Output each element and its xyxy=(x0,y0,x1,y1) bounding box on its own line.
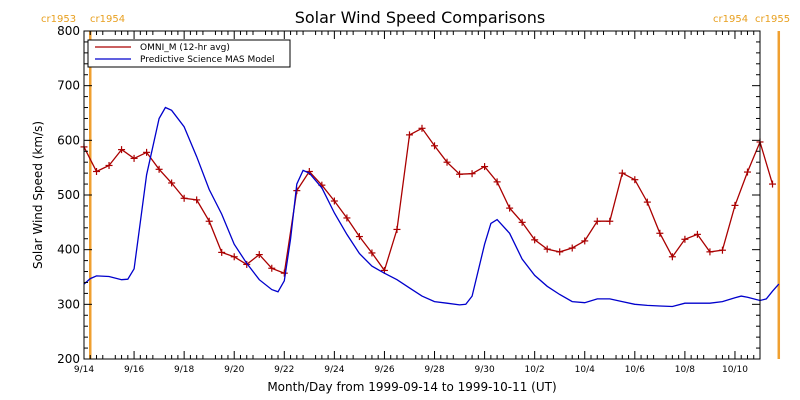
cr-label-right-1: cr1954 xyxy=(90,14,125,25)
data-point xyxy=(493,178,501,186)
x-tick-label: 10/6 xyxy=(625,365,645,375)
series-line-1 xyxy=(83,106,780,308)
x-tick-label: 9/18 xyxy=(174,365,194,375)
y-tick-label: 400 xyxy=(57,243,80,257)
legend-box xyxy=(87,39,291,68)
y-tick-label: 700 xyxy=(57,79,80,93)
legend-label-mas: Predictive Science MAS Model xyxy=(140,55,275,65)
data-point xyxy=(681,235,689,243)
data-point xyxy=(118,146,126,154)
x-axis: 9/14 9/16 9/18 9/20 9/22 9/24 9/26 9/28 9/30 10/2… xyxy=(74,31,755,375)
plot-frame xyxy=(83,30,761,360)
data-point xyxy=(643,198,651,206)
data-point xyxy=(468,170,476,178)
cr-label-left-1: cr1953 xyxy=(41,14,76,25)
x-tick-label: 9/30 xyxy=(474,365,494,375)
x-tick-label: 10/8 xyxy=(675,365,695,375)
legend-label-omni: OMNI_M (12-hr avg) xyxy=(140,43,230,53)
data-point xyxy=(531,236,539,244)
data-point xyxy=(618,169,626,177)
data-point xyxy=(193,196,201,204)
data-point xyxy=(368,249,376,257)
data-point xyxy=(693,230,701,238)
data-point xyxy=(155,165,163,173)
data-point xyxy=(706,248,714,256)
data-point xyxy=(668,253,676,261)
x-tick-label: 9/28 xyxy=(424,365,444,375)
data-point xyxy=(581,237,589,245)
data-point xyxy=(431,142,439,150)
x-tick-label: 9/14 xyxy=(74,365,94,375)
y-tick-label: 200 xyxy=(57,352,80,366)
data-point xyxy=(218,248,226,256)
x-tick-label: 9/24 xyxy=(324,365,344,375)
x-tick-label: 9/20 xyxy=(224,365,244,375)
x-tick-label: 10/2 xyxy=(525,365,545,375)
x-tick-label: 10/4 xyxy=(575,365,595,375)
series-line-0 xyxy=(83,127,774,275)
data-point xyxy=(593,217,601,225)
data-point xyxy=(631,176,639,184)
y-axis: 200 300 400 500 600 700 800 xyxy=(57,24,760,366)
y-tick-label: 300 xyxy=(57,297,80,311)
data-point xyxy=(556,248,564,256)
data-point xyxy=(280,269,288,277)
data-point xyxy=(243,260,251,268)
data-point xyxy=(393,225,401,233)
data-point xyxy=(418,124,426,132)
y-tick-label: 800 xyxy=(57,24,80,38)
data-point xyxy=(518,218,526,226)
data-point xyxy=(606,217,614,225)
x-tick-label: 9/16 xyxy=(124,365,144,375)
data-point xyxy=(343,214,351,222)
data-point xyxy=(456,170,464,178)
data-point xyxy=(143,148,151,156)
y-tick-label: 600 xyxy=(57,133,80,147)
x-tick-label: 10/10 xyxy=(722,365,748,375)
data-point xyxy=(105,161,113,169)
data-point xyxy=(255,251,263,259)
data-point xyxy=(405,131,413,139)
x-tick-label: 9/22 xyxy=(274,365,294,375)
y-axis-label: Solar Wind Speed (km/s) xyxy=(31,121,45,269)
cr-label-right-2: cr1955 xyxy=(755,14,790,25)
plot-area xyxy=(80,31,781,359)
x-tick-label: 9/26 xyxy=(374,365,394,375)
data-point xyxy=(168,179,176,187)
data-point xyxy=(731,201,739,209)
cr-label-left-2: cr1954 xyxy=(713,14,748,25)
legend: OMNI_M (12-hr avg) Predictive Science MA… xyxy=(87,39,291,68)
data-point xyxy=(506,204,514,212)
y-tick-label: 500 xyxy=(57,188,80,202)
data-point xyxy=(268,264,276,272)
data-point xyxy=(330,197,338,205)
data-point xyxy=(568,244,576,252)
data-point xyxy=(481,163,489,171)
data-point xyxy=(743,168,751,176)
data-point xyxy=(130,154,138,162)
data-point xyxy=(443,158,451,166)
data-point xyxy=(769,180,777,188)
data-point xyxy=(543,245,551,253)
chart-title: Solar Wind Speed Comparisons xyxy=(295,8,546,27)
x-axis-label: Month/Day from 1999-09-14 to 1999-10-11 … xyxy=(267,380,556,394)
data-point xyxy=(230,253,238,261)
data-point xyxy=(93,167,101,175)
data-point xyxy=(205,217,213,225)
data-point xyxy=(180,194,188,202)
data-point xyxy=(355,233,363,241)
data-point xyxy=(718,246,726,254)
data-point xyxy=(656,229,664,237)
